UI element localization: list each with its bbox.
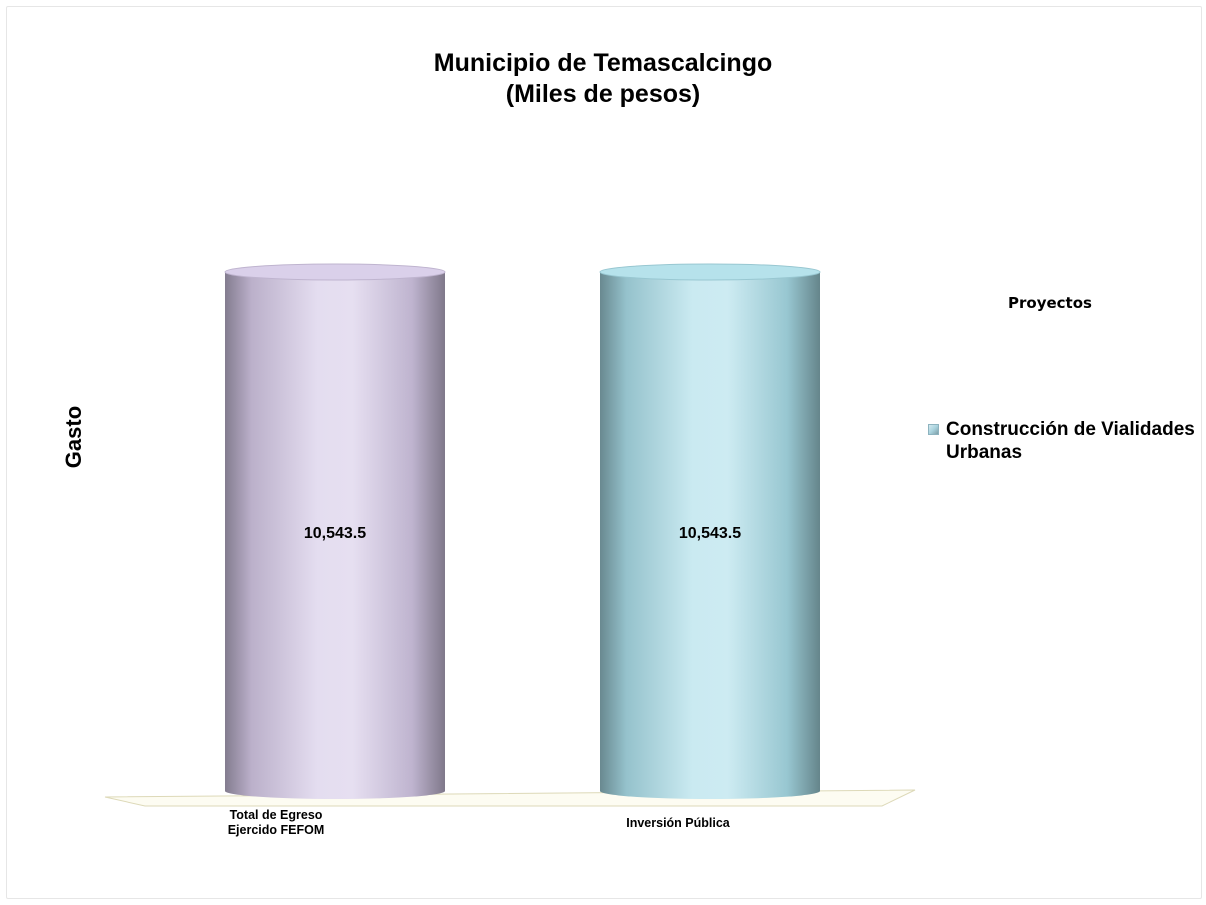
chart-title-line-1: Municipio de Temascalcingo [433,49,773,77]
legend-swatch [928,424,939,435]
x-tick-label-1: Total de Egreso Ejercido FEFOM [186,808,366,838]
legend-entry-label: Construcción de Vialidades Urbanas [946,419,1195,463]
x-tick-label-2-line-1: Inversión Pública [626,816,730,830]
legend-title: Proyectos [1008,294,1092,312]
data-label-2: 10,543.5 [679,525,741,542]
chart-title-line-2: (Miles de pesos) [505,80,701,108]
bar-1-top [224,263,446,281]
bar-1 [225,272,445,799]
x-tick-label-1-line-2: Ejercido FEFOM [227,823,325,837]
x-tick-label-2: Inversión Pública [588,816,768,831]
data-label-1: 10,543.5 [304,525,366,542]
bar-2-top [599,263,821,281]
x-tick-label-1-line-1: Total de Egreso [229,808,323,822]
bar-2 [600,272,820,799]
chart-title: Municipio de Temascalcingo (Miles de pes… [0,48,1206,110]
